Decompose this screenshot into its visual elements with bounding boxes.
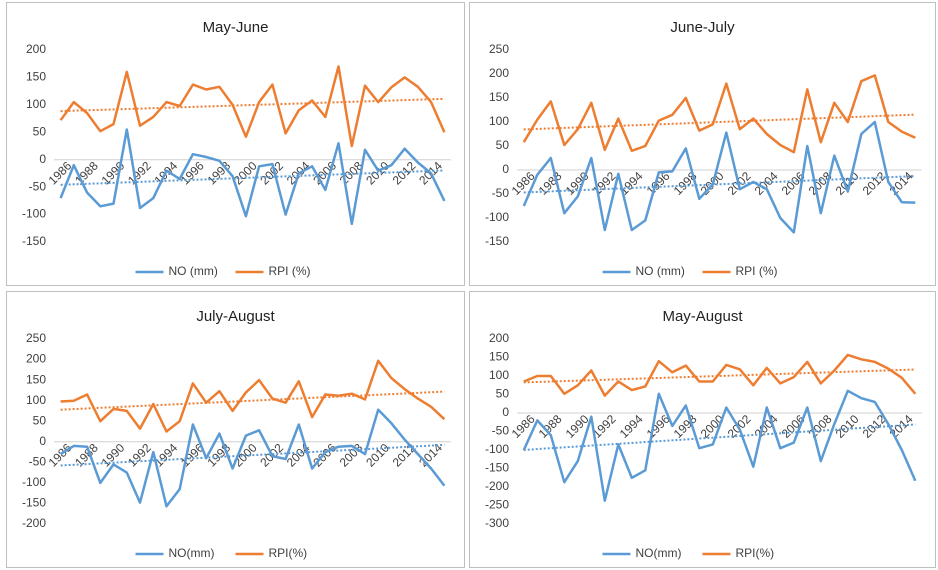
chart-panel: May-June-150-100-50050100150200198619881… <box>6 2 465 286</box>
y-tick-label: -150 <box>485 234 509 248</box>
chart-panel: June-July-150-100-5005010015020025019861… <box>469 2 936 286</box>
trend-line <box>60 443 445 467</box>
y-tick-label: -100 <box>485 442 509 456</box>
y-tick-label: -300 <box>485 516 509 530</box>
legend-label: NO (mm) <box>636 264 685 278</box>
y-tick-label: -100 <box>22 207 46 221</box>
y-tick-label: -100 <box>22 475 46 489</box>
y-tick-label: 0 <box>39 434 46 448</box>
x-tick-label: 1990 <box>563 169 592 198</box>
trend-line <box>60 390 445 411</box>
legend-label: RPI(%) <box>736 546 775 560</box>
chart-title: June-July <box>670 19 735 36</box>
trend-line <box>523 175 916 194</box>
x-tick-label: 2012 <box>390 441 419 470</box>
y-tick-label: -150 <box>22 234 46 248</box>
legend-label: RPI (%) <box>269 264 311 278</box>
data-line <box>522 74 916 154</box>
panel-border <box>469 2 936 286</box>
y-tick-label: -100 <box>485 210 509 224</box>
chart-title: July-August <box>196 308 275 325</box>
y-tick-label: 100 <box>26 97 46 111</box>
y-tick-label: 250 <box>26 331 46 345</box>
y-tick-label: -250 <box>485 498 509 512</box>
panel-border <box>6 291 465 568</box>
y-tick-label: 50 <box>33 413 47 427</box>
y-tick-label: -50 <box>492 424 510 438</box>
trend-line <box>523 423 916 451</box>
chart-panel: July-August -200 -150 -100 -50 0 50 100 150 200 25… <box>6 291 465 568</box>
data-line <box>522 120 916 234</box>
panel-border <box>6 2 465 286</box>
y-tick-label: -50 <box>29 455 47 469</box>
x-tick-label: 2002 <box>257 159 286 188</box>
y-tick-label: 50 <box>496 387 510 401</box>
x-tick-label: 2014 <box>887 169 916 198</box>
legend-label: NO(mm) <box>169 546 215 560</box>
y-tick-label: 150 <box>26 372 46 386</box>
y-tick-label: 100 <box>26 393 46 407</box>
y-tick-label: 200 <box>489 66 509 80</box>
y-tick-label: 200 <box>489 331 509 345</box>
y-tick-label: -150 <box>485 461 509 475</box>
y-tick-label: 150 <box>489 350 509 364</box>
legend-label: NO(mm) <box>636 546 682 560</box>
y-tick-label: 100 <box>489 368 509 382</box>
data-line <box>523 353 917 397</box>
x-tick-label: 2012 <box>860 169 889 198</box>
trend-line <box>60 169 445 186</box>
y-tick-label: 250 <box>489 42 509 56</box>
y-tick-label: 50 <box>496 138 510 152</box>
x-tick-label: 2010 <box>833 169 862 198</box>
data-line <box>59 408 446 508</box>
y-tick-label: -200 <box>22 516 46 530</box>
data-line <box>59 65 446 148</box>
trend-line <box>523 368 916 384</box>
y-tick-label: -150 <box>22 496 46 510</box>
y-tick-label: 150 <box>26 70 46 84</box>
panel-border <box>469 291 936 568</box>
x-tick-label: 1994 <box>617 412 646 441</box>
y-tick-label: -50 <box>29 179 47 193</box>
y-tick-label: 200 <box>26 352 46 366</box>
legend-label: RPI (%) <box>736 264 778 278</box>
data-line <box>59 128 446 226</box>
chart-panel: May-August -300 -250 -200 -150 -100 -50 0 50 100 1… <box>469 291 936 568</box>
legend-label: NO (mm) <box>169 264 218 278</box>
chart-title: May-June <box>203 19 269 36</box>
y-tick-label: 150 <box>489 90 509 104</box>
trend-line <box>523 113 916 131</box>
y-tick-label: 200 <box>26 42 46 56</box>
x-tick-label: 1996 <box>178 441 207 470</box>
y-tick-label: 100 <box>489 114 509 128</box>
legend-label: RPI(%) <box>269 546 308 560</box>
data-line <box>60 359 446 433</box>
y-tick-label: 0 <box>502 405 509 419</box>
y-tick-label: 0 <box>39 152 46 166</box>
y-tick-label: -200 <box>485 479 509 493</box>
data-line <box>522 389 917 502</box>
y-tick-label: -50 <box>492 186 510 200</box>
y-tick-label: 0 <box>502 162 509 176</box>
chart-title: May-August <box>662 308 743 325</box>
y-tick-label: 50 <box>33 124 47 138</box>
